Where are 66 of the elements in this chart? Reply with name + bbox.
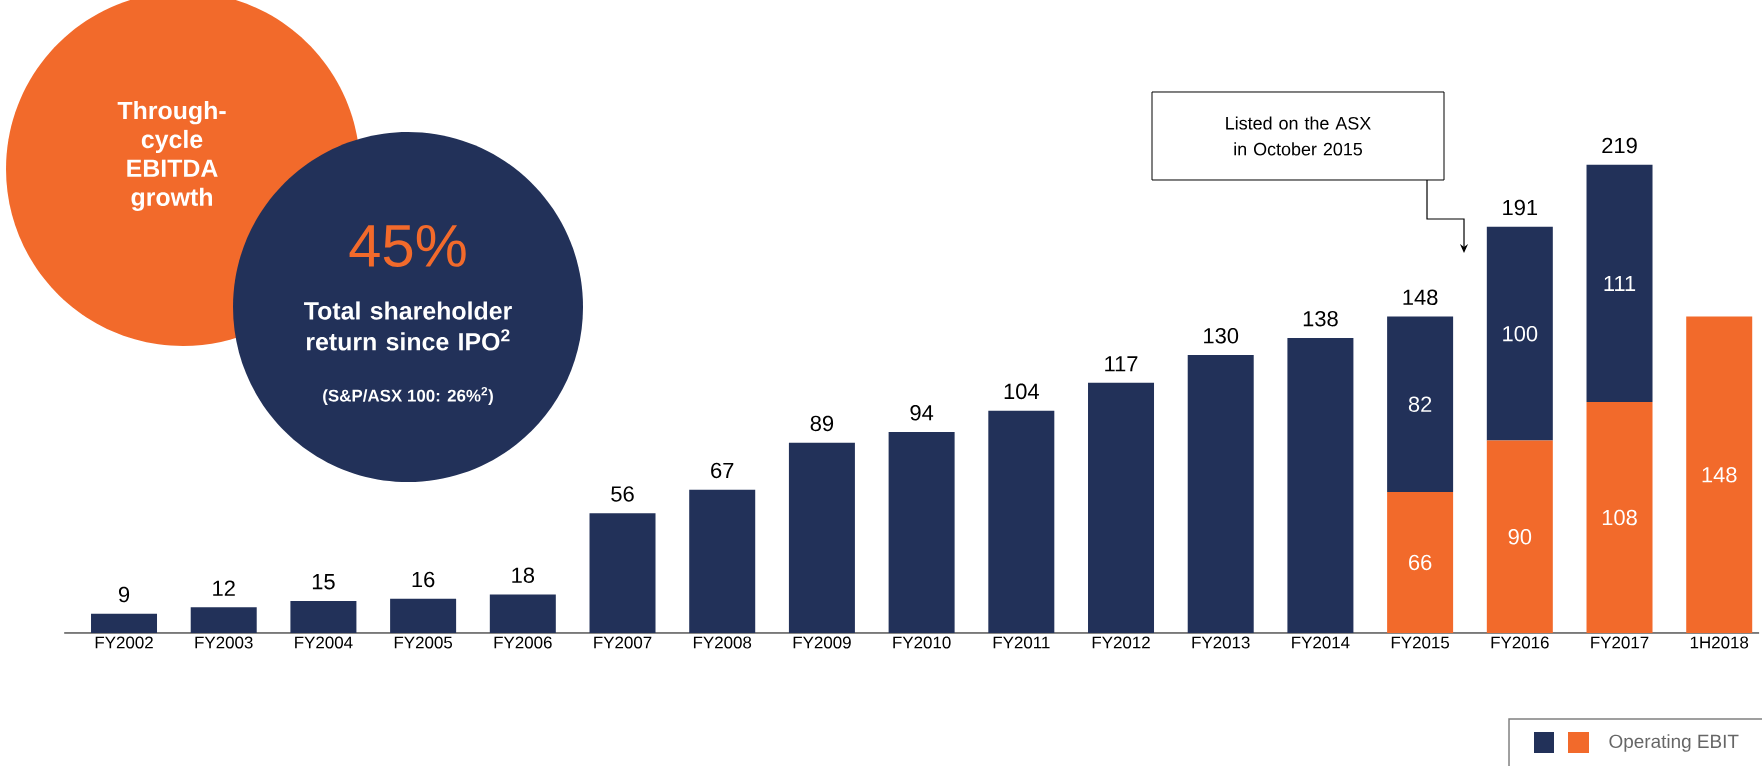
bar [788,442,855,633]
total-label: 89 [810,415,834,432]
bar [988,410,1055,633]
bar [1088,382,1155,633]
x-tick-label: FY2006 [494,636,552,649]
x-tick-label: FY2010 [893,636,951,649]
x-tick-label: FY2011 [993,636,1050,649]
bar [290,600,357,633]
bar [1586,164,1653,403]
total-label: 104 [1004,383,1039,400]
data-label: 90 [1508,529,1532,545]
bar [1387,491,1454,633]
total-label: 18 [512,567,535,583]
total-label: 15 [312,574,335,590]
bar [1486,226,1553,441]
x-tick-label: FY2017 [1591,636,1649,649]
bar [1486,440,1553,633]
bar [689,489,756,633]
total-label: 219 [1602,137,1637,154]
total-label: 9 [118,586,130,603]
bar [1586,402,1653,633]
total-label: 130 [1204,328,1239,344]
x-tick-label: FY2008 [693,636,752,649]
annotation: 45% [349,224,466,268]
bar [888,432,955,633]
x-tick-label: FY2002 [95,636,153,649]
x-tick-label: FY2013 [1192,636,1250,649]
x-tick-label: FY2012 [1092,636,1150,649]
annotation: Total shareholder return since IPO$^{2}$ [304,301,512,351]
bar [91,613,158,633]
total-label: 148 [1403,289,1438,306]
total-label: 117 [1105,356,1138,372]
x-tick-label: FY2003 [195,636,253,649]
x-tick-label: 1H2018 [1690,636,1749,649]
total-label: 12 [213,580,235,596]
legend-label: Operating EBIT [1609,734,1739,752]
annotation: Through-cycle EBITDA growth [117,100,226,211]
text: Listed on the ASX in October 2015 [1226,116,1371,156]
data-label: 66 [1409,554,1432,571]
bar [1287,337,1354,633]
bar [1187,355,1254,633]
bar [390,598,457,633]
annotation: (S&P/ASX 100: 26%$^{2}$) [323,386,493,406]
total-label: 94 [910,404,934,421]
x-tick-label: FY2009 [793,636,851,649]
data-label: 108 [1602,509,1637,526]
x-tick-label: FY2016 [1491,636,1549,649]
x-tick-label: FY2005 [394,636,453,649]
x-tick-label: FY2007 [594,636,652,649]
total-label: 138 [1303,310,1338,327]
bar [489,594,556,633]
data-label: 111 [1604,275,1636,291]
data-label: 100 [1503,325,1538,342]
total-label: 56 [611,486,634,502]
total-label: 191 [1503,199,1538,216]
bar [589,513,656,633]
bar [1387,316,1454,492]
bar [1686,316,1753,633]
x-tick-label: FY2014 [1292,636,1350,649]
data-label: 82 [1408,396,1432,412]
total-label: 16 [412,571,435,588]
data-label: 148 [1702,467,1737,483]
x-tick-label: FY2004 [295,636,353,649]
x-tick-label: FY2015 [1391,636,1450,649]
bar [190,607,257,633]
total-label: 67 [711,462,734,479]
